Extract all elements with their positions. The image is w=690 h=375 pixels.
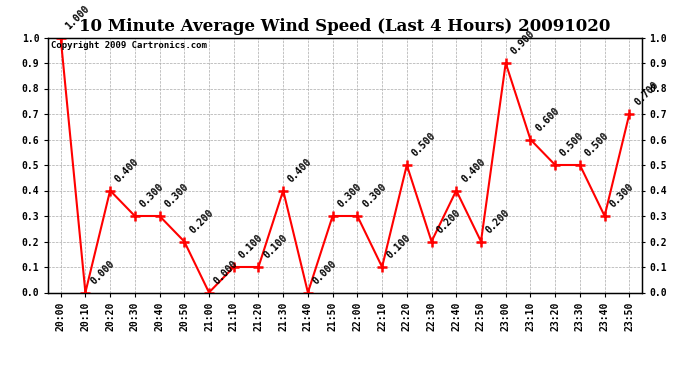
Text: 0.300: 0.300 [608, 182, 635, 210]
Text: 0.300: 0.300 [360, 182, 388, 210]
Text: 0.900: 0.900 [509, 29, 537, 57]
Text: 0.600: 0.600 [533, 105, 561, 133]
Text: 0.300: 0.300 [163, 182, 190, 210]
Text: 0.200: 0.200 [187, 207, 215, 235]
Text: 0.400: 0.400 [460, 156, 487, 184]
Text: 0.300: 0.300 [138, 182, 166, 210]
Text: 0.000: 0.000 [88, 258, 116, 286]
Text: 0.100: 0.100 [385, 233, 413, 261]
Text: 0.500: 0.500 [583, 131, 611, 159]
Text: 0.200: 0.200 [484, 207, 512, 235]
Text: 0.400: 0.400 [286, 156, 314, 184]
Text: 0.700: 0.700 [632, 80, 660, 108]
Text: 0.300: 0.300 [335, 182, 364, 210]
Text: 0.200: 0.200 [435, 207, 462, 235]
Text: 0.500: 0.500 [558, 131, 586, 159]
Text: 0.400: 0.400 [113, 156, 141, 184]
Title: 10 Minute Average Wind Speed (Last 4 Hours) 20091020: 10 Minute Average Wind Speed (Last 4 Hou… [79, 18, 611, 34]
Text: 0.100: 0.100 [262, 233, 289, 261]
Text: Copyright 2009 Cartronics.com: Copyright 2009 Cartronics.com [51, 41, 207, 50]
Text: 0.000: 0.000 [311, 258, 339, 286]
Text: 0.500: 0.500 [410, 131, 437, 159]
Text: 0.100: 0.100 [237, 233, 264, 261]
Text: 1.000: 1.000 [63, 3, 92, 31]
Text: 0.000: 0.000 [212, 258, 240, 286]
